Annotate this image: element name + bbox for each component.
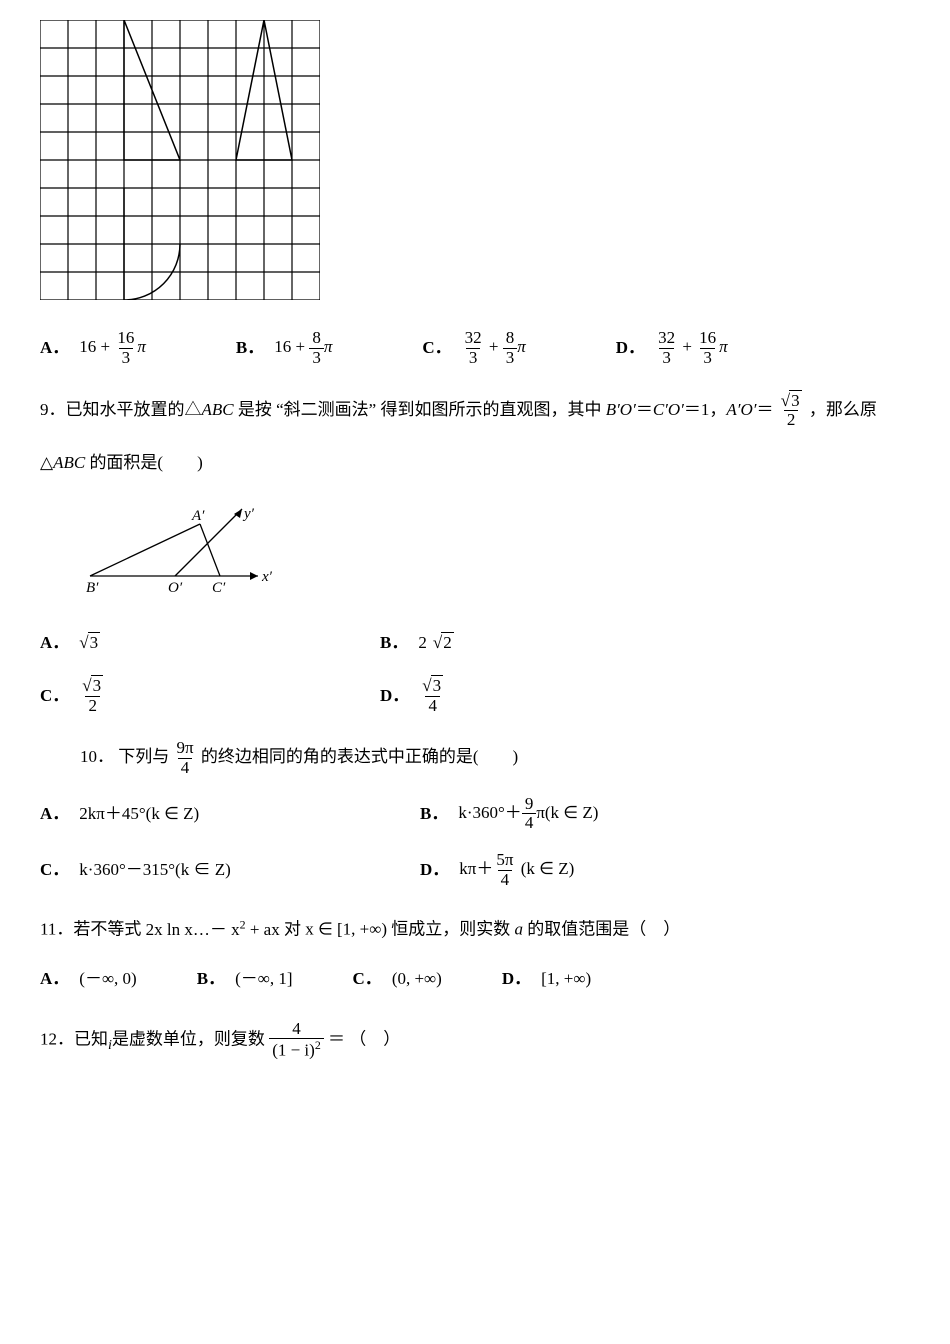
q10-options: A．2kπ＋45°(k ∈ Z) B． k·360°＋94π(k ∈ Z) C．…	[40, 795, 760, 890]
opt-value: 16 + 83π	[274, 329, 332, 367]
q8-options: A． 16 + 163π B． 16 + 83π C． 323 + 83π D．…	[40, 329, 910, 367]
opt-value: 323 + 163π	[655, 329, 728, 367]
q10-opt-C: C．k·360°－315°(k ∈ Z)	[40, 851, 380, 889]
q9-opt-A: A． 3	[40, 627, 340, 659]
q9-opt-D: D． 34	[380, 677, 680, 715]
q9-stem-line1: 9．已知水平放置的△ABC 是按 “斜二测画法” 得到如图所示的直观图，其中 B…	[40, 392, 910, 430]
q10-opt-A: A．2kπ＋45°(k ∈ Z)	[40, 795, 380, 833]
q8-opt-A: A． 16 + 163π	[40, 329, 146, 367]
opt-label: A．	[40, 332, 69, 364]
label-yp: y′	[242, 506, 255, 522]
q9-options: A． 3 B． 22 C． 32 D． 34	[40, 627, 680, 716]
q9-stem-line2: △ABC 的面积是( )	[40, 447, 910, 479]
q12: 12．已知i是虚数单位，则复数 4 (1 − i)2 ＝ （ ）	[40, 1020, 910, 1061]
opt-label: B．	[236, 332, 264, 364]
q8-opt-B: B． 16 + 83π	[236, 329, 332, 367]
q9-opt-C: C． 32	[40, 677, 340, 715]
q9-opt-B: B． 22	[380, 627, 680, 659]
q8-grid-figure	[40, 20, 320, 300]
q10-opt-D: D． kπ＋5π4 (k ∈ Z)	[420, 851, 760, 889]
q11-opt-C: C．(0, +∞)	[353, 963, 442, 995]
label-xp: x′	[261, 569, 273, 585]
q8-opt-D: D． 323 + 163π	[616, 329, 728, 367]
label-Op: O′	[168, 580, 183, 596]
q9-figure: A′ y′ B′ O′ C′ x′	[80, 506, 280, 601]
opt-label: C．	[422, 332, 451, 364]
label-Cp: C′	[212, 580, 226, 596]
opt-label: D．	[616, 332, 645, 364]
label-Ap: A′	[191, 508, 205, 524]
q11-opt-B: B．(－∞, 1]	[197, 963, 293, 995]
opt-value: 323 + 83π	[462, 329, 526, 367]
q10-stem: 10． 下列与 9π4 的终边相同的角的表达式中正确的是( )	[40, 739, 910, 777]
q11-opt-D: D．[1, +∞)	[502, 963, 591, 995]
q10: 10． 下列与 9π4 的终边相同的角的表达式中正确的是( ) A．2kπ＋45…	[40, 739, 910, 889]
q11: 11．若不等式 2x ln x…－ x2 + ax 对 x ∈ [1, +∞) …	[40, 913, 910, 995]
q11-opt-A: A．(－∞, 0)	[40, 963, 137, 995]
label-Bp: B′	[86, 580, 99, 596]
q8-opt-C: C． 323 + 83π	[422, 329, 525, 367]
q12-stem: 12．已知i是虚数单位，则复数 4 (1 − i)2 ＝ （ ）	[40, 1020, 910, 1061]
q9: 9．已知水平放置的△ABC 是按 “斜二测画法” 得到如图所示的直观图，其中 B…	[40, 392, 910, 716]
opt-value: 16 + 163π	[79, 329, 146, 367]
q8: A． 16 + 163π B． 16 + 83π C． 323 + 83π D．…	[40, 20, 910, 368]
q11-stem: 11．若不等式 2x ln x…－ x2 + ax 对 x ∈ [1, +∞) …	[40, 913, 910, 946]
q11-options: A．(－∞, 0) B．(－∞, 1] C．(0, +∞) D．[1, +∞)	[40, 963, 910, 995]
q10-opt-B: B． k·360°＋94π(k ∈ Z)	[420, 795, 760, 833]
